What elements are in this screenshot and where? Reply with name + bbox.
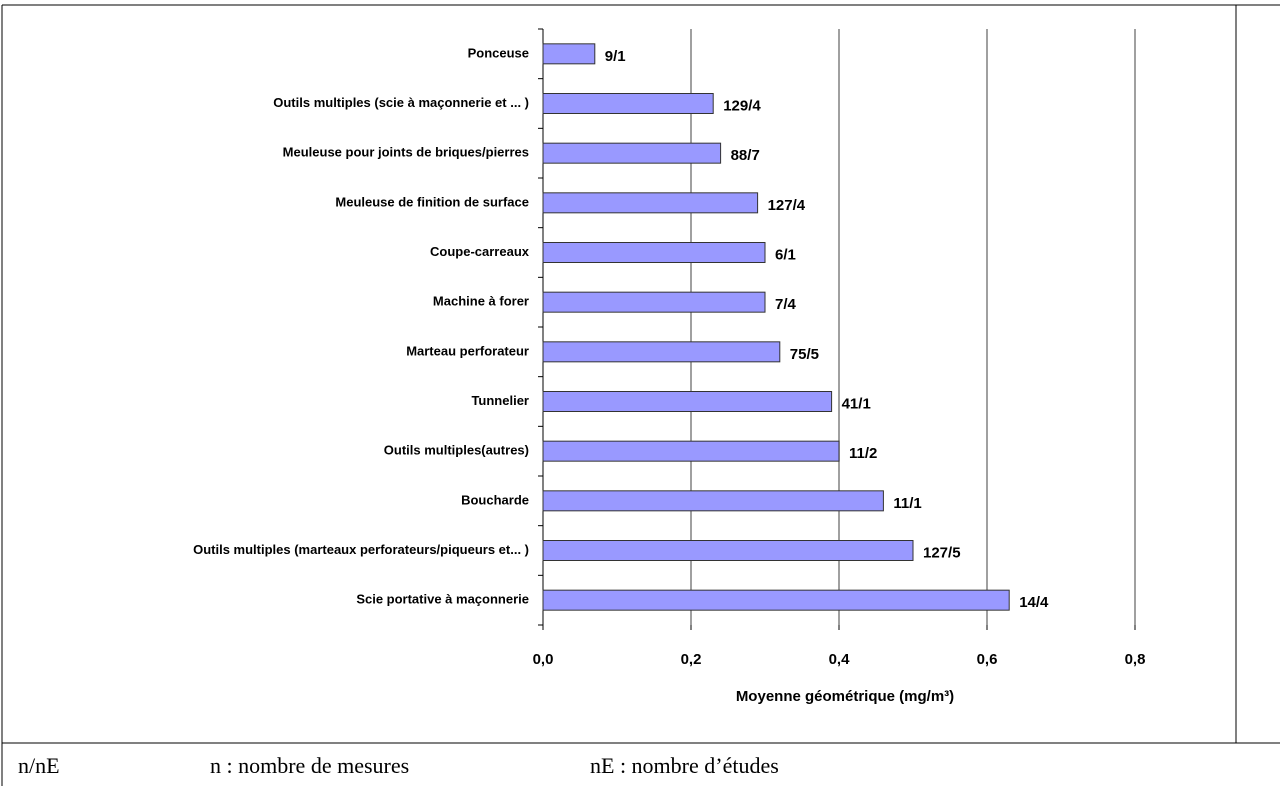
y-tick-label: Marteau perforateur xyxy=(406,343,529,358)
y-tick-label: Outils multiples (marteaux perforateurs/… xyxy=(193,542,529,557)
x-axis-title: Moyenne géométrique (mg/m³) xyxy=(736,688,954,705)
bar xyxy=(542,391,833,412)
bar xyxy=(542,142,722,164)
data-label: 11/1 xyxy=(893,495,921,512)
bar xyxy=(542,192,759,214)
y-tick-label: Ponceuse xyxy=(468,45,529,60)
data-label: 9/1 xyxy=(605,48,626,65)
data-label: 41/1 xyxy=(842,395,871,412)
data-label: 88/7 xyxy=(731,147,760,164)
y-tick-label: Outils multiples (scie à maçonnerie et .… xyxy=(273,95,529,110)
x-tick-label: 0,8 xyxy=(1125,651,1146,668)
footer-cell: n : nombre de mesures xyxy=(210,753,409,778)
data-label: 75/5 xyxy=(790,346,819,363)
footer-cell: n/nE xyxy=(18,753,60,778)
data-label: 127/5 xyxy=(923,544,961,561)
y-tick-label: Scie portative à maçonnerie xyxy=(356,592,529,607)
y-tick-label: Tunnelier xyxy=(471,393,529,408)
y-tick-label: Outils multiples(autres) xyxy=(384,443,529,458)
footer-cell: nE : nombre d’études xyxy=(590,753,779,778)
bar xyxy=(542,43,596,65)
bar xyxy=(542,93,714,114)
data-label: 11/2 xyxy=(849,445,877,462)
data-label: 7/4 xyxy=(775,296,797,313)
bar xyxy=(542,341,781,363)
bar xyxy=(542,291,766,313)
y-tick-label: Machine à forer xyxy=(433,294,529,309)
bar xyxy=(542,242,766,263)
data-label: 129/4 xyxy=(723,97,761,114)
y-tick-label: Meuleuse de finition de surface xyxy=(335,194,529,209)
x-tick-label: 0,6 xyxy=(977,651,998,668)
data-label: 14/4 xyxy=(1019,594,1049,611)
y-tick-label: Meuleuse pour joints de briques/pierres xyxy=(283,145,529,160)
bar xyxy=(542,589,1010,611)
data-label: 6/1 xyxy=(775,246,796,263)
y-tick-label: Coupe-carreaux xyxy=(430,244,530,259)
x-tick-label: 0,0 xyxy=(533,651,554,668)
x-tick-label: 0,2 xyxy=(681,651,702,668)
x-tick-label: 0,4 xyxy=(829,651,851,668)
y-tick-label: Boucharde xyxy=(461,492,529,507)
bar xyxy=(542,440,840,462)
bar xyxy=(542,540,914,561)
bar xyxy=(542,490,884,512)
data-label: 127/4 xyxy=(768,197,806,214)
